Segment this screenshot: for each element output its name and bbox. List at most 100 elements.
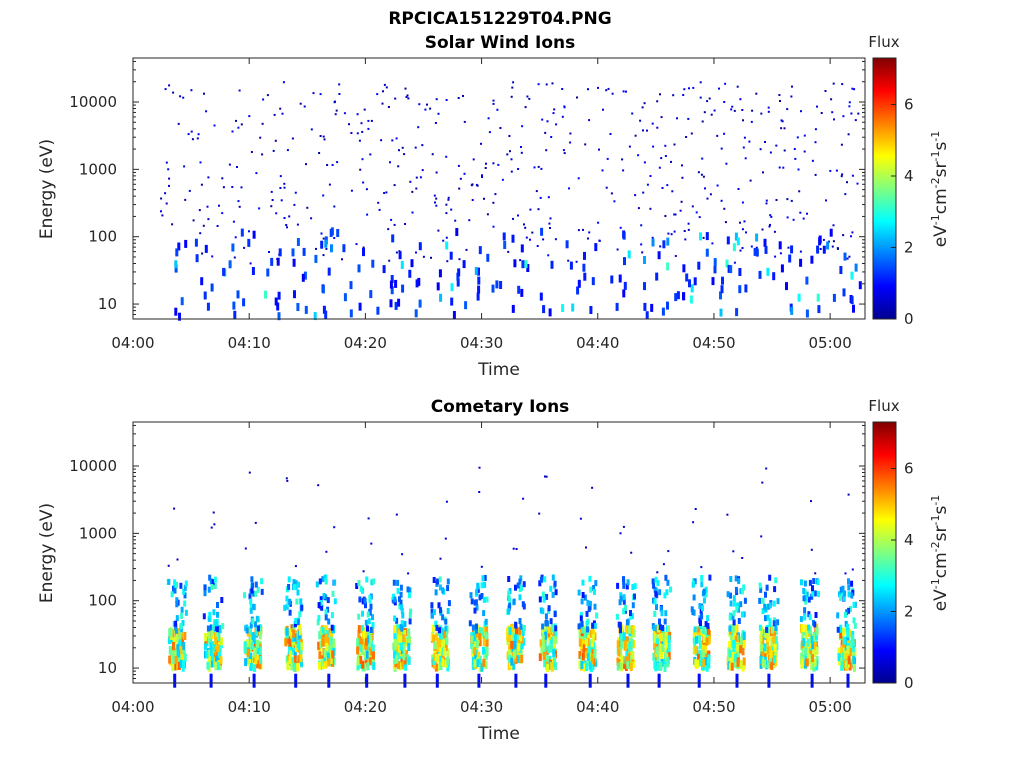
heatmap-cell (208, 611, 212, 618)
y-axis-label: Energy (eV) (37, 503, 57, 603)
heatmap-cell (767, 673, 771, 688)
heatmap-cell (435, 632, 438, 641)
heatmap-cell (398, 251, 402, 260)
heatmap-cell (732, 550, 735, 553)
heatmap-cell (651, 122, 654, 125)
heatmap-cell (782, 166, 785, 169)
heatmap-cell (591, 628, 595, 637)
heatmap-cell (483, 197, 485, 200)
heatmap-cell (569, 261, 573, 270)
heatmap-cell (408, 612, 412, 619)
heatmap-cell (672, 94, 675, 97)
heatmap-cell (210, 659, 214, 668)
heatmap-cell (701, 120, 704, 123)
heatmap-cell (841, 652, 845, 661)
heatmap-cell (179, 623, 183, 629)
heatmap-cell (515, 626, 518, 635)
heatmap-cell (283, 182, 286, 185)
heatmap-cell (778, 241, 782, 250)
heatmap-cell (811, 590, 815, 597)
heatmap-cell (276, 257, 280, 266)
heatmap-cell (203, 92, 205, 95)
heatmap-cell (207, 586, 211, 593)
heatmap-cell (395, 655, 399, 664)
heatmap-cell (631, 584, 635, 590)
heatmap-cell (279, 187, 282, 189)
heatmap-cell (280, 199, 283, 202)
heatmap-cell (820, 112, 823, 114)
heatmap-cell (726, 236, 730, 245)
heatmap-cell (758, 624, 762, 631)
heatmap-cell (619, 647, 623, 656)
heatmap-cell (786, 108, 789, 111)
heatmap-cell (178, 630, 182, 639)
x-tick-label: 04:40 (576, 698, 619, 716)
heatmap-cell (779, 100, 781, 102)
heatmap-cell (264, 290, 267, 299)
heatmap-cell (202, 224, 205, 227)
heatmap-cell (770, 215, 773, 218)
heatmap-cell (367, 618, 371, 625)
heatmap-cell (192, 219, 195, 222)
heatmap-cell (732, 243, 736, 252)
heatmap-cell (244, 658, 248, 667)
heatmap-cell (721, 276, 724, 285)
heatmap-cell (615, 302, 619, 311)
heatmap-cell (516, 655, 520, 664)
heatmap-cell (285, 655, 289, 664)
heatmap-cell (554, 628, 558, 637)
heatmap-cell (773, 586, 777, 593)
heatmap-cell (482, 596, 486, 603)
heatmap-cell (810, 673, 814, 688)
heatmap-cell (341, 258, 343, 261)
x-axis-label: Time (477, 724, 520, 744)
heatmap-cell (846, 645, 850, 654)
heatmap-cell (613, 200, 616, 203)
heatmap-cell (805, 309, 809, 318)
heatmap-cell (846, 673, 850, 688)
heatmap-cell (622, 582, 626, 589)
heatmap-cell (773, 230, 776, 233)
heatmap-cell (417, 277, 421, 286)
heatmap-cell (579, 615, 583, 622)
heatmap-cell (553, 640, 556, 649)
heatmap-cell (719, 291, 722, 300)
heatmap-cell (625, 651, 629, 660)
heatmap-cell (837, 653, 841, 662)
heatmap-cell (244, 547, 247, 550)
heatmap-cell (732, 655, 736, 664)
heatmap-cell (744, 284, 748, 293)
heatmap-cell (333, 237, 336, 239)
heatmap-cell (279, 175, 282, 178)
heatmap-cell (702, 597, 706, 604)
heatmap-cell (699, 81, 702, 84)
heatmap-cell (402, 643, 406, 652)
heatmap-cell (439, 607, 442, 614)
heatmap-cell (518, 627, 522, 636)
heatmap-cell (720, 285, 724, 294)
heatmap-cell (513, 259, 517, 268)
heatmap-cell (652, 145, 655, 148)
heatmap-cell (694, 508, 697, 510)
heatmap-cell (216, 644, 220, 652)
heatmap-cell (690, 132, 693, 135)
heatmap-cell (629, 655, 633, 664)
heatmap-cell (359, 168, 362, 171)
heatmap-cell (643, 256, 646, 264)
heatmap-cell (258, 207, 261, 210)
heatmap-cell (637, 207, 640, 210)
heatmap-cell (422, 255, 425, 258)
heatmap-cell (719, 308, 723, 317)
heatmap-cell (622, 90, 625, 93)
heatmap-cell (277, 312, 281, 321)
heatmap-cell (629, 663, 633, 671)
heatmap-cell (439, 557, 442, 560)
heatmap-cell (543, 642, 547, 651)
heatmap-cell (643, 302, 647, 311)
heatmap-cell (322, 305, 326, 314)
heatmap-cell (761, 597, 765, 604)
y-tick-label: 10000 (69, 93, 117, 111)
heatmap-cell (454, 219, 457, 222)
heatmap-cell (394, 97, 397, 100)
heatmap-cell (325, 643, 329, 652)
